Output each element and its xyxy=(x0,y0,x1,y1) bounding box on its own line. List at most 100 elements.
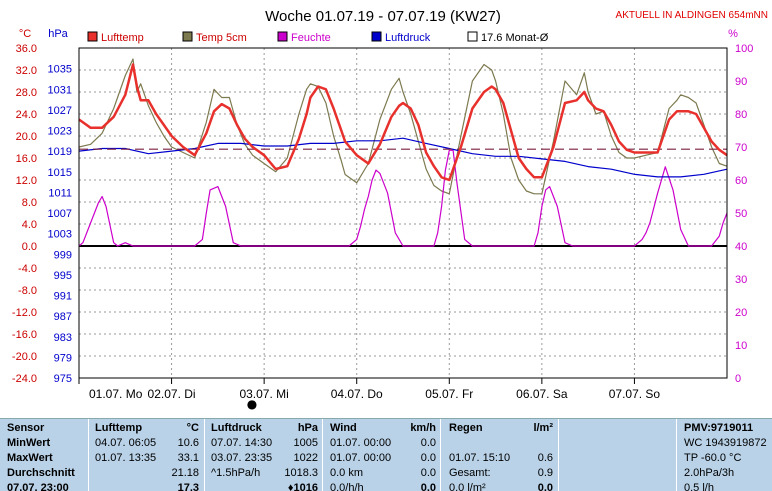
grid xyxy=(79,48,727,378)
wind-now-value: 0.0 xyxy=(420,482,436,491)
lufttemp-min-value: 10.6 xyxy=(177,437,199,449)
wind-min-value: 0.0 xyxy=(420,437,436,449)
pressure-axis-unit: hPa xyxy=(48,28,68,40)
statistics-panel: Sensor MinWert MaxWert Durchschnitt 07.0… xyxy=(0,418,772,491)
legend-swatch xyxy=(182,31,193,42)
now-marker: ● xyxy=(247,397,257,411)
legend-swatch xyxy=(277,31,288,42)
chart-title: Woche 01.07.19 - 07.07.19 (KW27) xyxy=(265,8,501,25)
stats-lufttemp: Lufttemp °C 04.07. 06:05 10.6 01.07. 13:35… xyxy=(88,419,204,491)
legend-label: Temp 5cm xyxy=(196,32,247,44)
pressure-tick-label: 979 xyxy=(54,352,72,364)
lufttemp-min-date: 04.07. 06:05 xyxy=(95,437,157,449)
x-tick-label: 01.07. Mo xyxy=(89,387,143,401)
temp-axis-unit: °C xyxy=(19,28,31,40)
stats-pmv: PMV:9719011 WC 1943919872 TP -60.0 °C 2.… xyxy=(676,419,772,491)
x-tick-label: 06.07. Sa xyxy=(516,387,568,401)
humidity-tick-label: 20 xyxy=(735,307,747,319)
x-tick-label: 04.07. Do xyxy=(331,387,383,401)
regen-unit: l/m² xyxy=(533,422,553,434)
series-line-1 xyxy=(78,63,728,182)
legend-label: Feuchte xyxy=(291,32,331,44)
wind-title: Wind xyxy=(330,422,357,434)
pressure-tick-label: 975 xyxy=(54,373,72,385)
temp-tick-label: 32.0 xyxy=(16,65,37,77)
pmv-line-3: 2.0hPa/3h xyxy=(684,467,735,479)
luftdruck-unit: hPa xyxy=(297,422,318,434)
wind-avg-value: 0.0 xyxy=(420,467,436,479)
lufttemp-now-value: 17.3 xyxy=(177,482,199,491)
regen-max-date: 01.07. 15:10 xyxy=(449,452,511,464)
legend-swatch xyxy=(467,31,478,42)
legend-swatch xyxy=(371,31,382,42)
temp-tick-label: 12.0 xyxy=(16,175,37,187)
pressure-tick-label: 995 xyxy=(54,270,72,282)
x-tick-label: 05.07. Fr xyxy=(425,387,473,401)
temp-tick-label: -12.0 xyxy=(12,307,37,319)
luftdruck-now-value: ♦1016 xyxy=(287,482,318,491)
humidity-tick-label: 40 xyxy=(735,241,747,253)
temp-tick-label: 16.0 xyxy=(16,153,37,165)
humidity-tick-label: 90 xyxy=(735,76,747,88)
humidity-tick-label: 70 xyxy=(735,142,747,154)
humidity-tick-label: 60 xyxy=(735,175,747,187)
wind-distance: 0.0 km xyxy=(330,467,364,479)
pressure-tick-label: 1023 xyxy=(48,126,72,138)
luftdruck-avg-value: 1018.3 xyxy=(284,467,318,479)
regen-max-value: 0.6 xyxy=(537,452,553,464)
x-tick-label: 07.07. So xyxy=(609,387,661,401)
wind-max-date: 01.07. 00:00 xyxy=(330,452,392,464)
regen-now-value: 0.0 xyxy=(537,482,553,491)
luftdruck-min-value: 1005 xyxy=(293,437,318,449)
temp-tick-label: 28.0 xyxy=(16,87,37,99)
pressure-tick-label: 1031 xyxy=(48,84,72,96)
temp-tick-label: -24.0 xyxy=(12,373,37,385)
temp-tick-label: -20.0 xyxy=(12,351,37,363)
regen-now-label: 0.0 l/m² xyxy=(449,482,486,491)
label-sensor: Sensor xyxy=(7,422,45,434)
stats-regen: Regen l/m² 01.07. 15:10 0.6 Gesamt: 0.9 0.0… xyxy=(440,419,558,491)
pressure-tick-label: 1003 xyxy=(48,229,72,241)
series-lines xyxy=(78,58,728,247)
humidity-tick-label: 10 xyxy=(735,340,747,352)
temp-tick-label: -4.0 xyxy=(18,263,37,275)
luftdruck-max-value: 1022 xyxy=(293,452,318,464)
wind-now-label: 0.0/h/h xyxy=(330,482,364,491)
pressure-tick-label: 983 xyxy=(54,332,72,344)
legend-label: 17.6 Monat-Ø xyxy=(481,32,549,44)
lufttemp-max-date: 01.07. 13:35 xyxy=(95,452,157,464)
temp-tick-label: 20.0 xyxy=(16,131,37,143)
pmv-line-2: TP -60.0 °C xyxy=(684,452,742,464)
lufttemp-avg-value: 21.18 xyxy=(171,467,199,479)
stats-spacer xyxy=(558,419,676,491)
location-label: AKTUELL IN ALDINGEN 654mNN xyxy=(616,10,768,21)
pressure-tick-label: 1015 xyxy=(48,167,72,179)
x-tick-label: 02.07. Di xyxy=(148,387,196,401)
temp-tick-label: 24.0 xyxy=(16,109,37,121)
wind-max-value: 0.0 xyxy=(420,452,436,464)
label-avg: Durchschnitt xyxy=(7,467,75,479)
series-line-2 xyxy=(78,58,728,195)
legend-swatch xyxy=(87,31,98,42)
temp-tick-label: 4.0 xyxy=(22,219,37,231)
humidity-tick-label: 0 xyxy=(735,373,741,385)
label-min: MinWert xyxy=(7,437,51,449)
humidity-tick-label: 50 xyxy=(735,208,747,220)
temp-tick-label: 0.0 xyxy=(22,241,37,253)
axes: 36.0 32.0 28.0 24.0 20.0 16.0 12.0 8.0 4.0 0.0 -4.… xyxy=(12,43,753,401)
legend: Lufttemp Temp 5cm Feuchte Luftdruck 17.6 Mon… xyxy=(87,31,549,44)
humidity-tick-label: 80 xyxy=(735,109,747,121)
luftdruck-title: Luftdruck xyxy=(211,422,262,434)
lufttemp-unit: °C xyxy=(186,422,199,434)
regen-total-value: 0.9 xyxy=(537,467,553,479)
legend-label: Lufttemp xyxy=(101,32,144,44)
pressure-tick-label: 1035 xyxy=(48,64,72,76)
temp-tick-label: -8.0 xyxy=(18,285,37,297)
plot-frame xyxy=(78,47,728,379)
stats-wind: Wind km/h 01.07. 00:00 0.0 01.07. 00:00 0.0… xyxy=(322,419,440,491)
humidity-tick-label: 30 xyxy=(735,274,747,286)
pressure-tick-label: 1007 xyxy=(48,208,72,220)
pmv-title: PMV:9719011 xyxy=(684,422,754,434)
lufttemp-title: Lufttemp xyxy=(95,422,143,434)
stats-labels: Sensor MinWert MaxWert Durchschnitt 07.0… xyxy=(0,419,88,491)
